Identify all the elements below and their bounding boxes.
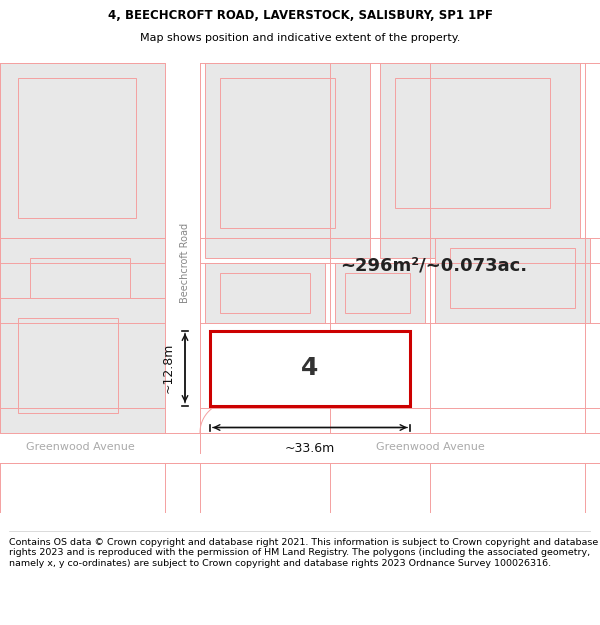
Bar (18, 78, 136, 217)
Text: Contains OS data © Crown copyright and database right 2021. This information is : Contains OS data © Crown copyright and d… (9, 538, 598, 568)
Bar (205, 262, 325, 322)
Text: Greenwood Avenue: Greenwood Avenue (26, 442, 134, 452)
Text: ~296m²/~0.073ac.: ~296m²/~0.073ac. (340, 256, 527, 274)
Text: Greenwood Avenue: Greenwood Avenue (376, 442, 484, 452)
Bar (345, 272, 410, 312)
Bar (220, 272, 310, 312)
Text: Beechcroft Road: Beechcroft Road (179, 222, 190, 302)
Bar (165, 62, 200, 432)
Bar (30, 258, 130, 382)
Bar (380, 62, 580, 258)
Text: Map shows position and indicative extent of the property.: Map shows position and indicative extent… (140, 32, 460, 43)
Bar (335, 262, 425, 322)
Bar (0, 432, 600, 462)
Bar (0, 298, 165, 432)
Text: 4: 4 (301, 356, 319, 380)
Bar (205, 62, 370, 258)
Bar (450, 248, 575, 308)
Bar (395, 78, 550, 208)
Text: ~33.6m: ~33.6m (285, 441, 335, 454)
Text: 4, BEECHCROFT ROAD, LAVERSTOCK, SALISBURY, SP1 1PF: 4, BEECHCROFT ROAD, LAVERSTOCK, SALISBUR… (107, 9, 493, 22)
Bar (18, 318, 118, 412)
Bar (435, 238, 590, 322)
Bar (210, 331, 410, 406)
Bar (0, 62, 165, 238)
Bar (220, 78, 335, 228)
Bar (0, 238, 165, 298)
Text: ~12.8m: ~12.8m (162, 342, 175, 393)
